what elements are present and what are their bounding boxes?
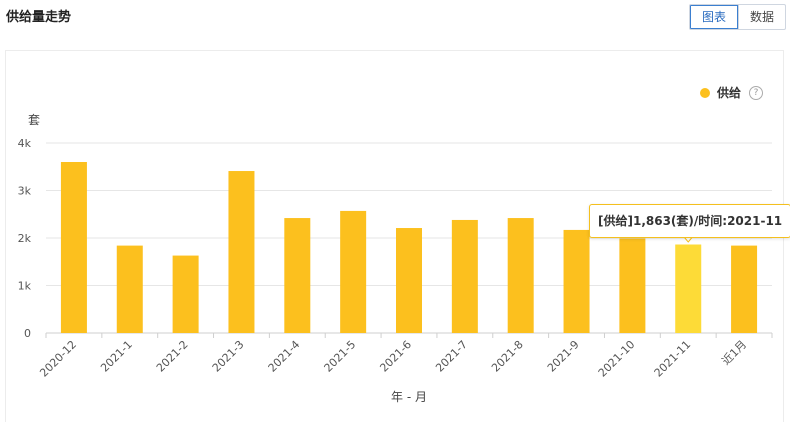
y-tick-label: 0 xyxy=(24,327,31,340)
legend-swatch xyxy=(700,87,710,98)
y-tick-label: 4k xyxy=(18,137,32,150)
bar xyxy=(731,245,758,333)
bar xyxy=(340,210,367,333)
x-axis-label: 年 - 月 xyxy=(391,390,427,404)
x-tick-label: 2021-6 xyxy=(377,338,414,375)
bar xyxy=(675,244,702,333)
bar xyxy=(451,219,478,333)
view-toggle: 图表 数据 xyxy=(689,4,787,30)
x-tick-label: 2021-3 xyxy=(210,338,247,375)
x-tick-label: 2021-9 xyxy=(545,338,582,375)
help-icon[interactable]: ? xyxy=(749,85,764,100)
x-tick-label: 近1月 xyxy=(719,338,749,368)
x-tick-label: 2021-2 xyxy=(154,338,191,375)
y-tick-label: 2k xyxy=(18,232,32,245)
y-tick-label: 1k xyxy=(18,280,32,293)
bar xyxy=(396,228,422,333)
y-axis-label: 套 xyxy=(28,113,40,127)
x-tick-label: 2021-7 xyxy=(433,338,470,375)
bar-tooltip: [供给]1,863(套)/时间:2021-11 xyxy=(589,204,790,238)
x-tick-label: 2021-10 xyxy=(596,338,638,380)
x-tick-label: 2021-11 xyxy=(652,338,694,380)
legend[interactable]: 供给 ? xyxy=(700,84,764,101)
bar xyxy=(563,229,590,333)
legend-label: 供给 xyxy=(717,86,742,100)
y-tick-label: 3k xyxy=(18,185,32,198)
chart-view-button[interactable]: 图表 xyxy=(690,5,739,29)
x-tick-label: 2021-1 xyxy=(98,338,135,375)
x-tick-label: 2021-8 xyxy=(489,338,526,375)
bar xyxy=(619,238,646,333)
page-title: 供给量走势 xyxy=(6,10,72,25)
x-tick-label: 2020-12 xyxy=(37,338,79,380)
x-tick-label: 2021-5 xyxy=(322,338,359,375)
bar xyxy=(116,245,143,333)
data-view-button[interactable]: 数据 xyxy=(738,5,785,29)
bar xyxy=(228,171,255,333)
bar xyxy=(507,218,534,333)
x-tick-label: 2021-4 xyxy=(266,338,303,375)
bar xyxy=(172,255,199,333)
bar xyxy=(60,162,87,333)
bar xyxy=(284,218,311,333)
